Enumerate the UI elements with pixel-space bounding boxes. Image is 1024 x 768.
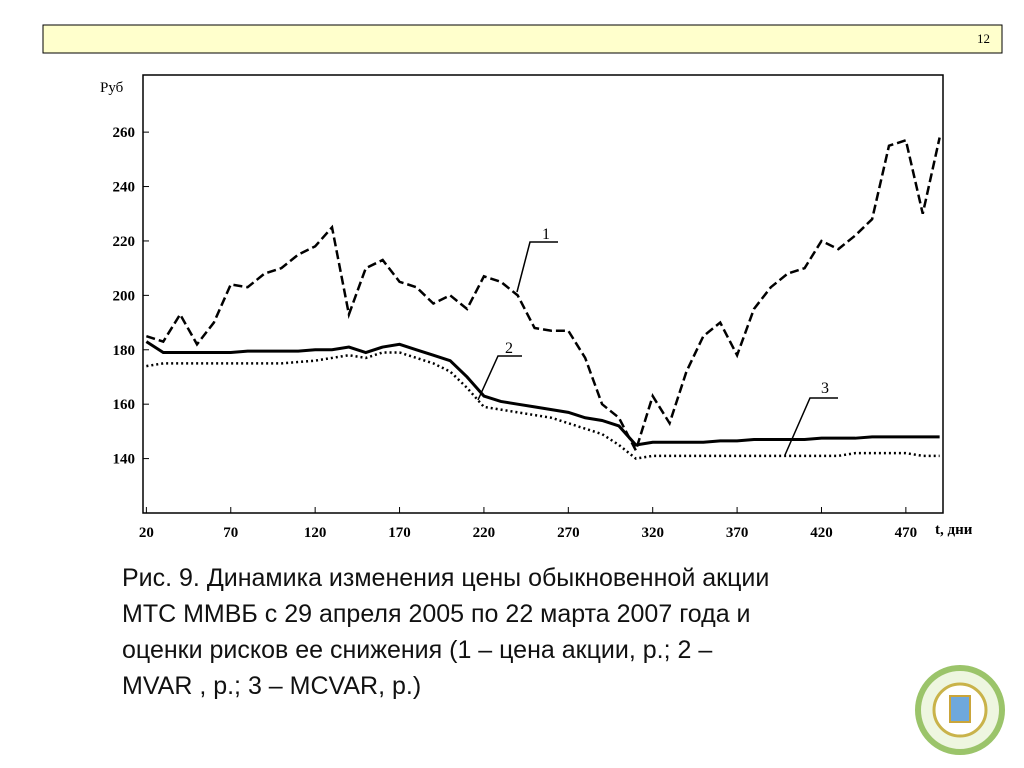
y-tick-label: 220 (113, 234, 136, 250)
y-tick-label: 200 (113, 288, 136, 304)
x-tick-label: 370 (726, 525, 749, 541)
x-tick-label: 170 (388, 525, 411, 541)
annotation: 2 (505, 340, 513, 357)
caption: Рис. 9. Динамика изменения цены обыкнове… (122, 560, 769, 704)
caption-line: оценки рисков ее снижения (1 – цена акци… (122, 636, 713, 664)
caption-line: MVAR , р.; 3 – MCVAR, р.) (122, 672, 422, 700)
plot-frame (142, 74, 944, 514)
x-tick-label: 270 (557, 525, 580, 541)
x-tick-label: 20 (139, 525, 154, 541)
x-tick-label: 320 (641, 525, 664, 541)
x-tick-label: 420 (810, 525, 833, 541)
y-axis-label: Руб (100, 80, 124, 96)
x-tick-label: 220 (473, 525, 496, 541)
logo (915, 665, 1005, 755)
series-line (146, 351, 940, 460)
header-bar (42, 24, 1003, 54)
annotation-leaders (477, 241, 838, 456)
x-tick-label: 70 (223, 525, 238, 541)
series-line (145, 340, 940, 447)
y-tick-label: 180 (113, 343, 136, 359)
leader (784, 397, 838, 456)
y-tick-label: 240 (113, 180, 136, 196)
leader (516, 241, 558, 293)
series-line (145, 137, 941, 454)
annotation: 1 (542, 226, 550, 243)
y-tick-label: 160 (113, 397, 136, 413)
y-tick-label: 260 (113, 125, 136, 141)
caption-line: Рис. 9. Динамика изменения цены обыкнове… (122, 564, 770, 592)
x-tick-label: 470 (895, 525, 918, 541)
x-axis-label: t, дни (935, 522, 973, 538)
annotation: 3 (821, 380, 829, 397)
leader (477, 355, 522, 401)
y-tick-label: 140 (113, 452, 136, 468)
caption-line: МТС ММВБ с 29 апреля 2005 по 22 марта 20… (122, 600, 751, 628)
x-tick-label: 120 (304, 525, 327, 541)
slide-number: 12 (977, 31, 990, 46)
